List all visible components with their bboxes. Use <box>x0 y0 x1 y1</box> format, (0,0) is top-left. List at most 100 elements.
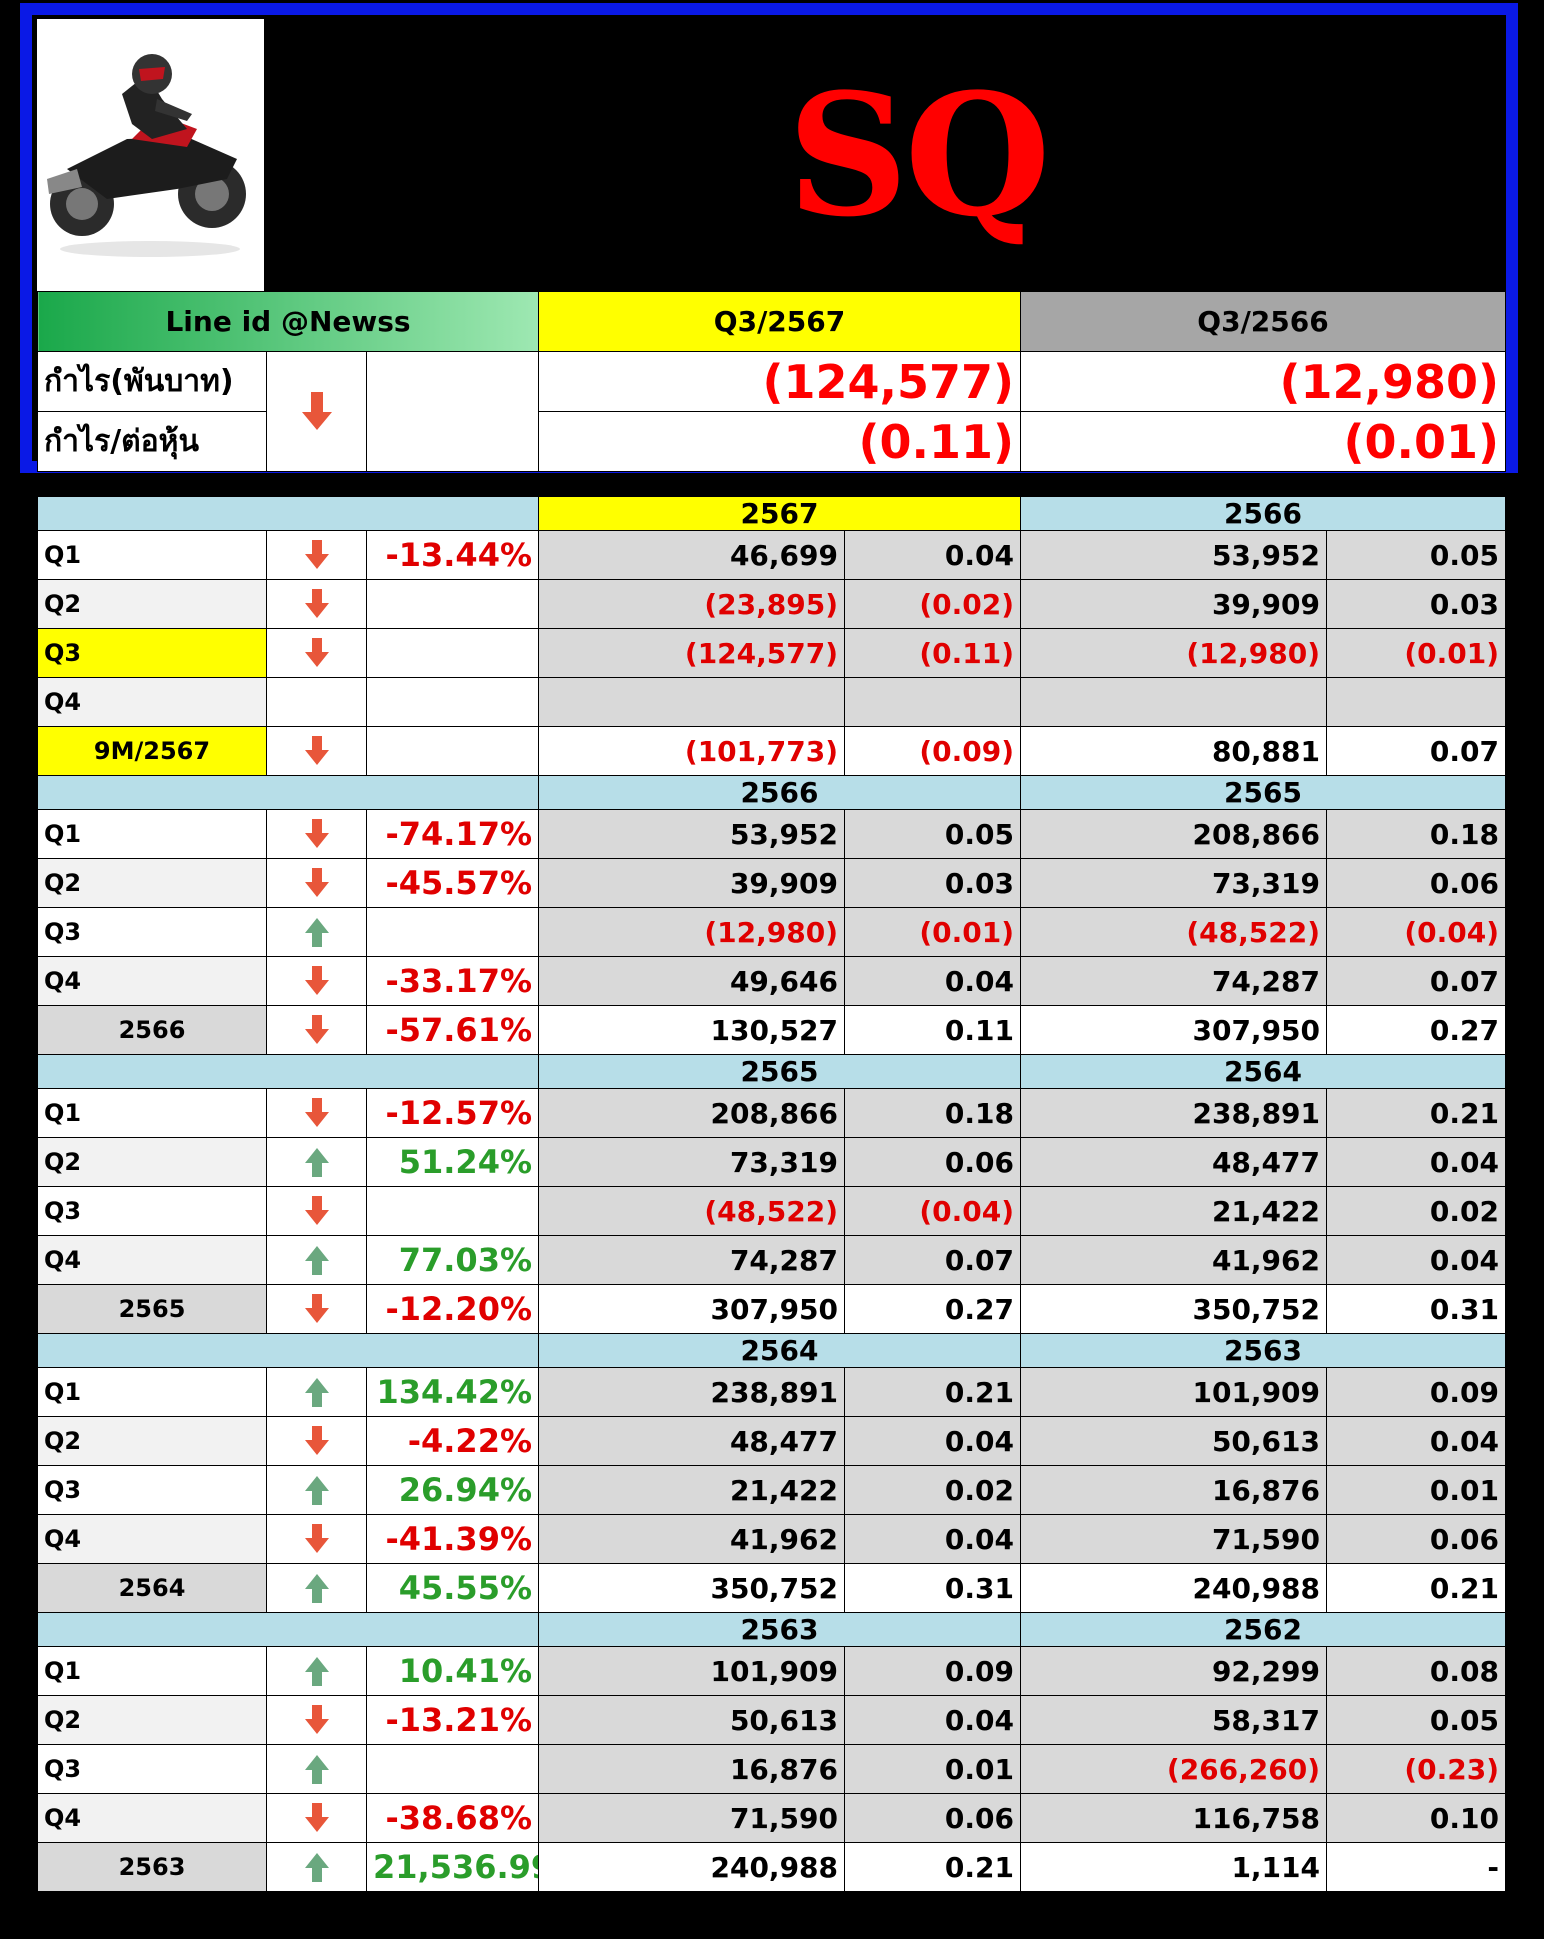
profit-current-year: (48,522) <box>538 1186 846 1236</box>
profit-current-year: (12,980) <box>538 907 846 957</box>
row-label: Q3 <box>37 907 267 957</box>
quarter-row: Q1 134.42% 238,891 0.21 101,909 0.09 <box>37 1367 1507 1417</box>
trend-arrow <box>266 956 367 1006</box>
arrow-down-icon <box>304 1524 329 1553</box>
profit-prior: (12,980) <box>1020 351 1507 412</box>
arrow-down-icon <box>304 1196 329 1225</box>
eps-prior-year: 0.01 <box>1326 1465 1507 1515</box>
eps-current-year: 0.09 <box>844 1646 1022 1696</box>
arrow-up-icon <box>304 1657 329 1686</box>
eps-current-year: 0.05 <box>844 809 1022 859</box>
profit-current-year: 73,319 <box>538 1137 846 1187</box>
ticker-symbol: SQ <box>787 56 1051 254</box>
quarter-row: Q4 <box>37 677 1507 727</box>
profit-prior-year: 208,866 <box>1020 809 1328 859</box>
eps-prior-year: 0.09 <box>1326 1367 1507 1417</box>
row-label: Q1 <box>37 1646 267 1696</box>
change-percent: 45.55% <box>365 1563 540 1613</box>
arrow-down-icon <box>304 1426 329 1455</box>
eps-current-year: 0.21 <box>844 1367 1022 1417</box>
arrow-down-icon <box>304 1015 329 1044</box>
period-prior-header: Q3/2566 <box>1020 291 1507 352</box>
arrow-up-icon <box>304 1574 329 1603</box>
row-label: Q4 <box>37 956 267 1006</box>
change-percent: -12.20% <box>365 1284 540 1334</box>
section-header-row: 2565 2564 <box>36 1054 1507 1089</box>
arrow-down-icon <box>304 1803 329 1832</box>
section-header-row: 2566 2565 <box>36 775 1507 810</box>
quarter-row: Q3 26.94% 21,422 0.02 16,876 0.01 <box>37 1465 1507 1515</box>
trend-arrow <box>266 1235 367 1285</box>
profit-prior-year: 92,299 <box>1020 1646 1328 1696</box>
profit-prior-year: 48,477 <box>1020 1137 1328 1187</box>
quarter-row: Q2 51.24% 73,319 0.06 48,477 0.04 <box>37 1137 1507 1187</box>
eps-prior-year: (0.23) <box>1326 1744 1507 1794</box>
eps-current-year: 0.01 <box>844 1744 1022 1794</box>
arrow-up-icon <box>304 1246 329 1275</box>
eps-prior-year: 0.07 <box>1326 726 1507 776</box>
change-percent: -57.61% <box>365 1005 540 1055</box>
change-percent: 10.41% <box>365 1646 540 1696</box>
eps-current-year: 0.06 <box>844 1793 1022 1843</box>
profit-prior-year: 238,891 <box>1020 1088 1328 1138</box>
quarter-row: Q3 (12,980) (0.01) (48,522) (0.04) <box>37 907 1507 957</box>
row-label: Q3 <box>37 628 267 678</box>
row-label: Q4 <box>37 1793 267 1843</box>
profit-current-year <box>538 677 846 727</box>
eps-prior-year: 0.08 <box>1326 1646 1507 1696</box>
section-blank <box>36 496 540 531</box>
row-label: Q3 <box>37 1744 267 1794</box>
section-year-current: 2564 <box>538 1333 1022 1368</box>
profit-label: กำไร(พันบาท) <box>37 351 267 412</box>
profit-current-year: 41,962 <box>538 1514 846 1564</box>
profit-prior-year: 74,287 <box>1020 956 1328 1006</box>
profit-current-year: 307,950 <box>538 1284 846 1334</box>
quarter-row: Q4 -38.68% 71,590 0.06 116,758 0.10 <box>37 1793 1507 1843</box>
eps-prior-year: 0.18 <box>1326 809 1507 859</box>
quarterly-table: 2567 2566 Q1 -13.44% 46,699 0.04 53,952 0.05 Q2(… <box>36 496 1507 1892</box>
change-percent: 134.42% <box>365 1367 540 1417</box>
profit-current-year: 130,527 <box>538 1005 846 1055</box>
arrow-down-icon <box>304 868 329 897</box>
eps-prior-year: 0.04 <box>1326 1137 1507 1187</box>
trend-arrow <box>266 1514 367 1564</box>
section-year-prior: 2563 <box>1020 1333 1507 1368</box>
profit-prior-year: 350,752 <box>1020 1284 1328 1334</box>
quarter-row: Q3 16,876 0.01 (266,260) (0.23) <box>37 1744 1507 1794</box>
quarter-row: Q4 77.03% 74,287 0.07 41,962 0.04 <box>37 1235 1507 1285</box>
profit-current-year: 21,422 <box>538 1465 846 1515</box>
eps-prior-year: 0.10 <box>1326 1793 1507 1843</box>
change-percent: -4.22% <box>365 1416 540 1466</box>
change-percent <box>365 1744 540 1794</box>
trend-arrow <box>266 726 367 776</box>
total-row: 2565 -12.20% 307,950 0.27 350,752 0.31 <box>37 1284 1507 1334</box>
profit-current-year: 208,866 <box>538 1088 846 1138</box>
profit-prior-year: (12,980) <box>1020 628 1328 678</box>
profit-current-year: 238,891 <box>538 1367 846 1417</box>
profit-prior-year: 1,114 <box>1020 1842 1328 1892</box>
eps-current-year: 0.11 <box>844 1005 1022 1055</box>
change-percent: -13.21% <box>365 1695 540 1745</box>
profit-prior-year: (266,260) <box>1020 1744 1328 1794</box>
quarter-row: Q1 -74.17% 53,952 0.05 208,866 0.18 <box>37 809 1507 859</box>
quarter-row: Q1 -13.44% 46,699 0.04 53,952 0.05 <box>37 530 1507 580</box>
eps-prior: (0.01) <box>1020 411 1507 472</box>
arrow-down-icon <box>304 1294 329 1323</box>
trend-arrow <box>266 1793 367 1843</box>
arrow-down-icon <box>304 736 329 765</box>
change-percent <box>365 907 540 957</box>
row-label: Q3 <box>37 1465 267 1515</box>
section-year-prior: 2564 <box>1020 1054 1507 1089</box>
row-label: Q4 <box>37 677 267 727</box>
total-row: 9M/2567 (101,773) (0.09) 80,881 0.07 <box>37 726 1507 776</box>
trend-arrow <box>266 1842 367 1892</box>
row-label: Q1 <box>37 1088 267 1138</box>
trend-arrow <box>266 1367 367 1417</box>
eps-current-year: (0.04) <box>844 1186 1022 1236</box>
profit-prior-year: 80,881 <box>1020 726 1328 776</box>
change-percent: -38.68% <box>365 1793 540 1843</box>
trend-arrow <box>266 530 367 580</box>
eps-current-year: 0.06 <box>844 1137 1022 1187</box>
row-label: Q4 <box>37 1235 267 1285</box>
